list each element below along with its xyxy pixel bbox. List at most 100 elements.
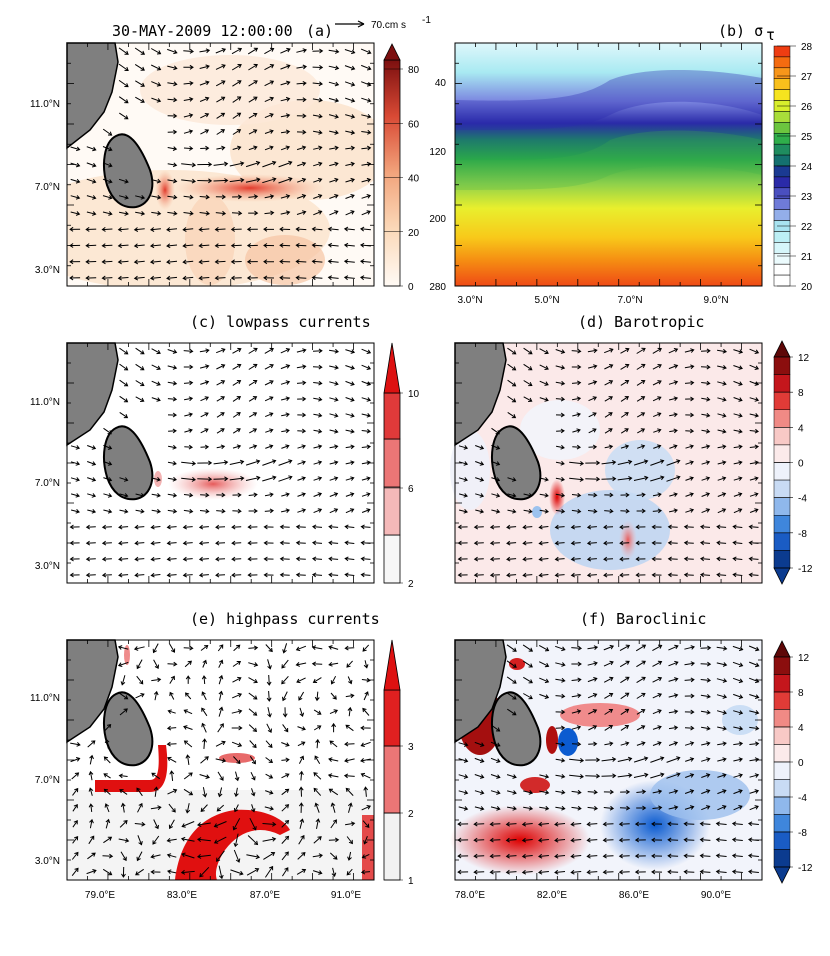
current-vector <box>667 572 678 578</box>
colorbar-segment <box>773 133 791 145</box>
current-vector <box>280 348 291 354</box>
current-vector <box>603 540 614 546</box>
reference-vector-label: 70.cm s <box>371 20 406 31</box>
current-vector <box>329 130 339 135</box>
current-vector <box>119 379 129 387</box>
panel-e-ytick: 7.0°N <box>35 775 60 786</box>
current-vector <box>360 259 371 264</box>
current-vector <box>748 556 759 562</box>
current-vector <box>506 524 517 530</box>
current-vector <box>218 865 224 880</box>
panel-b: 40 120 200 280 3.0°N 5.0°N 7.0°N 9.0°N <box>429 42 763 306</box>
current-vector <box>312 870 323 875</box>
current-vector <box>282 691 288 702</box>
current-vector <box>267 659 272 670</box>
current-vector <box>619 524 630 530</box>
current-vector <box>732 524 743 530</box>
current-vector <box>263 540 274 546</box>
current-vector <box>117 243 129 249</box>
current-vector <box>88 787 94 796</box>
current-vector <box>458 477 468 482</box>
current-vector <box>652 492 662 498</box>
current-vector <box>717 444 727 450</box>
current-vector <box>749 694 760 699</box>
current-vector <box>489 837 501 843</box>
current-vector <box>312 364 323 370</box>
current-vector <box>313 725 322 731</box>
current-vector <box>329 852 338 860</box>
current-vector <box>652 380 662 386</box>
colorbar-segment <box>773 391 791 410</box>
current-vector <box>180 869 195 875</box>
current-vector <box>490 724 501 732</box>
current-vector <box>216 129 226 135</box>
current-vector <box>554 524 565 530</box>
current-vector <box>133 646 145 651</box>
current-vector <box>216 380 226 386</box>
current-vector <box>505 837 517 843</box>
current-vector <box>151 364 161 370</box>
current-vector <box>87 508 97 514</box>
current-vector <box>153 659 159 669</box>
current-vector <box>118 572 129 578</box>
current-vector <box>279 572 290 578</box>
current-vector <box>716 556 727 562</box>
current-vector <box>184 660 192 668</box>
current-vector <box>539 805 550 811</box>
current-vector <box>182 524 193 530</box>
current-vector <box>183 80 194 86</box>
current-vector <box>248 129 258 135</box>
current-vector <box>182 556 193 562</box>
current-vector <box>312 556 323 562</box>
current-vector <box>278 459 293 466</box>
current-vector <box>685 492 694 497</box>
panel-a-ticks <box>67 43 374 286</box>
current-vector <box>71 851 79 860</box>
colorbar-tick-label: 23 <box>801 192 813 203</box>
current-vector <box>620 428 629 434</box>
current-vector <box>329 413 339 418</box>
colorbar-segment <box>773 111 791 123</box>
current-vector <box>247 47 259 55</box>
current-vector <box>313 836 322 844</box>
current-vector <box>117 275 129 281</box>
panel-b-title: (b) σ <box>718 22 763 40</box>
current-vector <box>280 129 291 135</box>
panel-c-colorbar-ticks: 2 6 10 <box>384 389 420 590</box>
current-vector <box>457 524 468 530</box>
current-vector <box>491 493 501 498</box>
current-vector <box>522 644 534 652</box>
current-vector <box>295 662 307 667</box>
current-vector <box>360 772 371 779</box>
current-vector <box>264 129 274 134</box>
current-vector <box>217 771 224 781</box>
current-vector <box>198 572 209 578</box>
current-vector <box>717 428 727 434</box>
current-vector <box>699 821 711 827</box>
current-vector <box>346 868 353 876</box>
current-vector <box>490 806 501 811</box>
current-vector <box>248 645 259 651</box>
current-vector <box>361 97 372 103</box>
current-vector <box>313 772 322 780</box>
current-vector <box>201 675 207 685</box>
current-vector <box>733 397 743 402</box>
current-vector <box>279 242 291 248</box>
current-vector <box>72 803 78 812</box>
current-vector <box>668 380 679 385</box>
current-vector <box>266 674 272 686</box>
current-vector <box>295 524 306 530</box>
current-vector <box>555 396 566 402</box>
current-vector <box>86 211 97 216</box>
current-vector <box>201 691 207 701</box>
current-vector <box>313 210 323 216</box>
current-vector <box>701 773 711 778</box>
current-vector <box>617 459 633 465</box>
current-vector <box>182 227 194 232</box>
current-vector <box>183 64 194 70</box>
current-vector <box>197 822 211 827</box>
current-vector <box>119 363 129 371</box>
current-vector <box>295 226 307 232</box>
current-vector <box>297 444 306 449</box>
current-vector <box>69 226 81 232</box>
